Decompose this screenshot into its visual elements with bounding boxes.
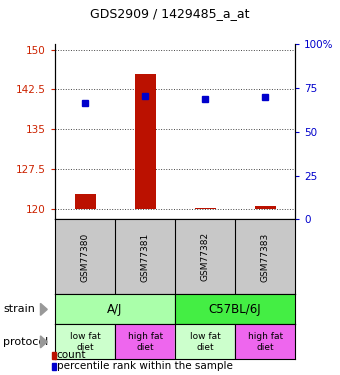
Text: GSM77380: GSM77380 [81, 232, 89, 282]
Text: GSM77383: GSM77383 [261, 232, 270, 282]
Text: low fat
diet: low fat diet [70, 332, 100, 352]
Text: high fat
diet: high fat diet [128, 332, 163, 352]
Text: low fat
diet: low fat diet [190, 332, 220, 352]
Text: protocol: protocol [3, 337, 49, 347]
Text: A/J: A/J [107, 303, 123, 316]
Bar [255, 206, 276, 209]
Text: percentile rank within the sample: percentile rank within the sample [56, 362, 233, 371]
Text: GSM77382: GSM77382 [201, 232, 209, 281]
Text: count: count [56, 350, 86, 360]
Text: high fat
diet: high fat diet [248, 332, 283, 352]
Text: strain: strain [3, 304, 35, 314]
Bar [74, 195, 96, 209]
Text: GDS2909 / 1429485_a_at: GDS2909 / 1429485_a_at [90, 7, 250, 20]
Text: GSM77381: GSM77381 [141, 232, 150, 282]
Bar [194, 208, 216, 209]
Bar [135, 74, 156, 209]
Text: C57BL/6J: C57BL/6J [209, 303, 261, 316]
